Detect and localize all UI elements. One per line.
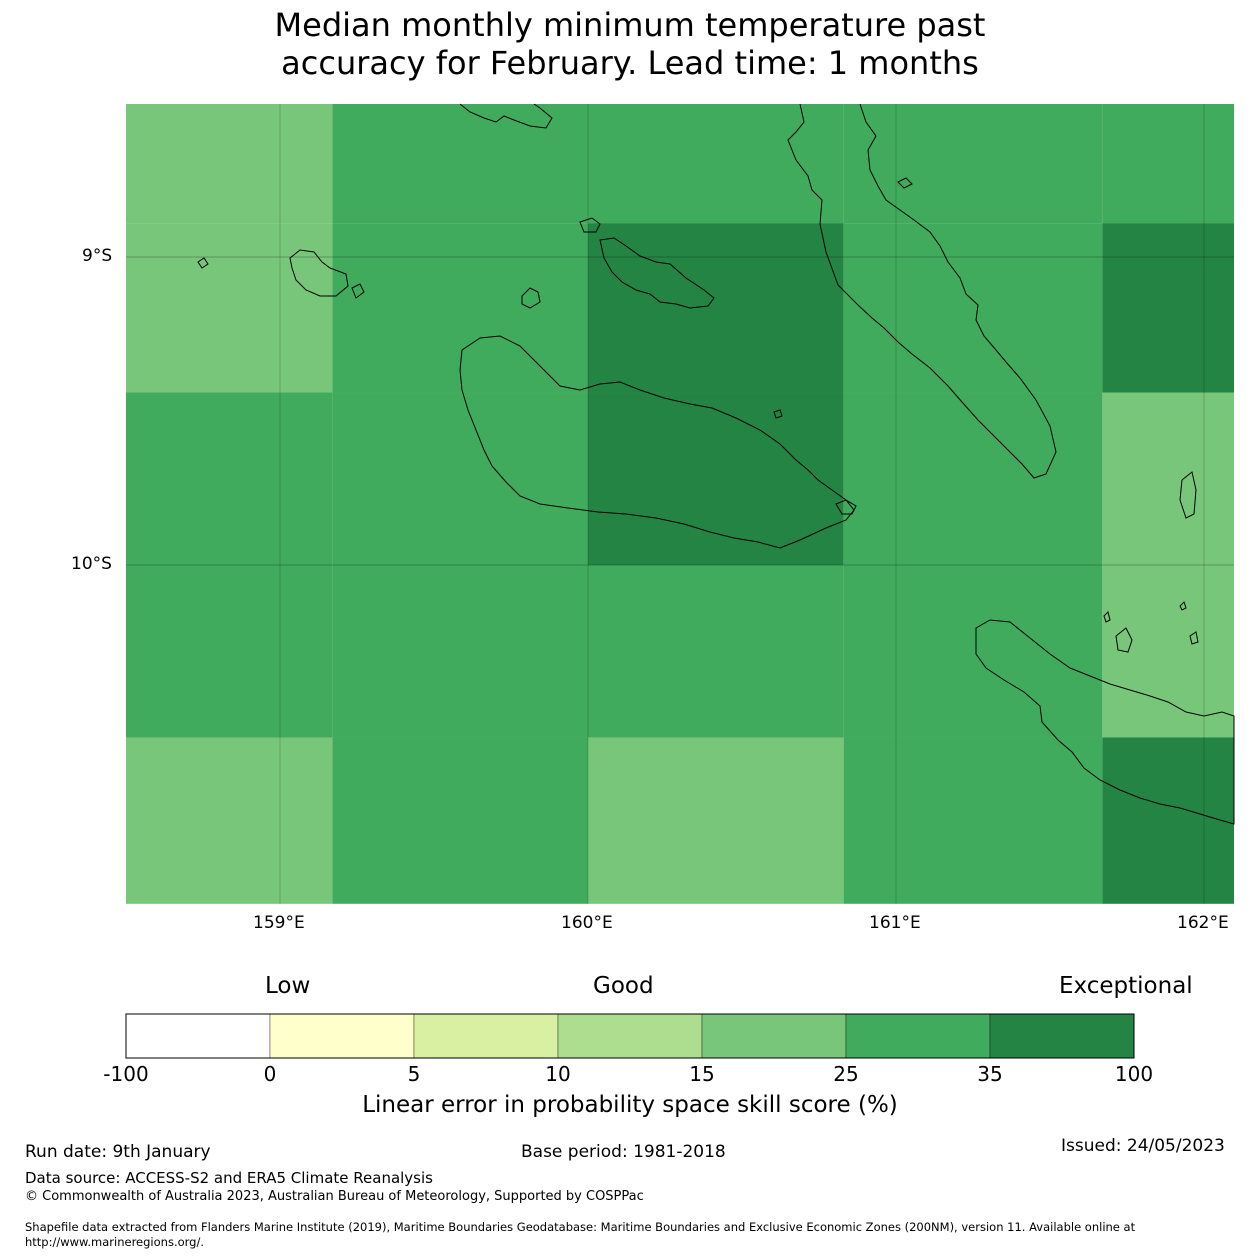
skill-cell: [126, 565, 333, 738]
coastline-east-island: [1179, 471, 1197, 519]
category-good: Good: [593, 973, 654, 999]
coastline-nggela: [599, 237, 715, 309]
copyright: © Commonwealth of Australia 2023, Austra…: [25, 1189, 644, 1204]
run-date: Run date: 9th January: [25, 1142, 211, 1162]
skill-cell: [588, 565, 844, 738]
skill-cell: [126, 104, 333, 224]
skill-cell: [588, 223, 844, 393]
skill-cell: [588, 104, 844, 224]
lon-tick-161e: 161°E: [869, 913, 921, 933]
base-period: Base period: 1981-2018: [521, 1142, 726, 1162]
colorbar-segment: [557, 1013, 703, 1059]
coastline-makira: [975, 619, 1235, 825]
colorbar-tick: 5: [407, 1062, 421, 1086]
colorbar-tick: 25: [833, 1062, 859, 1086]
colorbar-segment: [269, 1013, 415, 1059]
skill-cell: [332, 392, 588, 565]
skill-cell: [588, 392, 844, 565]
title-line-2: accuracy for February. Lead time: 1 mont…: [281, 44, 979, 82]
colorbar-segment: [989, 1013, 1135, 1059]
coastline-russell-islands: [289, 249, 349, 297]
skill-cell: [332, 737, 588, 904]
skill-cell: [126, 223, 333, 393]
skill-cell: [126, 392, 333, 565]
skill-cell: [1102, 223, 1234, 393]
coastline-santa-isabel: [787, 103, 1057, 479]
coastlines: [197, 103, 1235, 825]
lon-tick-160e: 160°E: [561, 913, 613, 933]
colorbar-label: Linear error in probability space skill …: [362, 1092, 898, 1118]
graticule: [126, 104, 1234, 904]
colorbar: [125, 1013, 1135, 1059]
lon-tick-162e: 162°E: [1177, 913, 1229, 933]
skill-cell: [843, 392, 1103, 565]
skill-cell: [588, 737, 844, 904]
title-line-1: Median monthly minimum temperature past: [274, 6, 986, 44]
colorbar-tick: 15: [689, 1062, 715, 1086]
coastline-nggela-small: [579, 217, 601, 233]
skill-cell: [843, 737, 1103, 904]
skill-cell: [1102, 392, 1234, 565]
coastline-north-center: [459, 103, 553, 129]
shapefile-credit-line-2: http://www.marineregions.org/.: [25, 1235, 204, 1249]
coastline-tiny-3: [1189, 631, 1199, 645]
coastline-guadalcanal: [459, 335, 855, 549]
coastline-small-island-russell: [351, 283, 365, 299]
colorbar-tick: 0: [263, 1062, 277, 1086]
skill-cell: [126, 737, 333, 904]
coastline-tiny-2: [1179, 601, 1187, 611]
category-low: Low: [265, 973, 311, 999]
colorbar-tick: 100: [1114, 1062, 1154, 1086]
colorbar-segment: [845, 1013, 991, 1059]
skill-cell: [843, 104, 1103, 224]
coastline-small-island-west: [197, 257, 209, 269]
data-source: Data source: ACCESS-S2 and ERA5 Climate …: [25, 1169, 433, 1187]
skill-cell: [1102, 104, 1234, 224]
colorbar-segment: [701, 1013, 847, 1059]
map-title: Median monthly minimum temperature past …: [0, 6, 1260, 82]
coastline-savo: [521, 287, 541, 309]
skill-cell: [1102, 737, 1234, 904]
coastline-tiny-6: [897, 177, 913, 189]
lat-tick-10s: 10°S: [71, 554, 112, 574]
coastline-ulawa: [1115, 627, 1133, 653]
skill-cell: [843, 565, 1103, 738]
colorbar-segment: [125, 1013, 271, 1059]
colorbar-border: [125, 1013, 1135, 1059]
skill-cell: [332, 565, 588, 738]
lon-tick-159e: 159°E: [253, 913, 305, 933]
colorbar-tick: -100: [103, 1062, 149, 1086]
skill-cell: [843, 223, 1103, 393]
coastline-tiny-5: [773, 409, 783, 419]
colorbar-tick: 10: [545, 1062, 571, 1086]
issued-date: Issued: 24/05/2023: [1061, 1136, 1225, 1156]
skill-cell: [332, 104, 588, 224]
colorbar-segment: [413, 1013, 559, 1059]
lat-tick-9s: 9°S: [82, 246, 113, 266]
coastline-tiny-4: [835, 499, 857, 515]
colorbar-tick: 35: [977, 1062, 1003, 1086]
shapefile-credit-line-1: Shapefile data extracted from Flanders M…: [25, 1220, 1136, 1234]
category-exceptional: Exceptional: [1059, 973, 1193, 999]
coastline-tiny-1: [1103, 611, 1111, 623]
skill-grid-cells: [126, 104, 1234, 904]
